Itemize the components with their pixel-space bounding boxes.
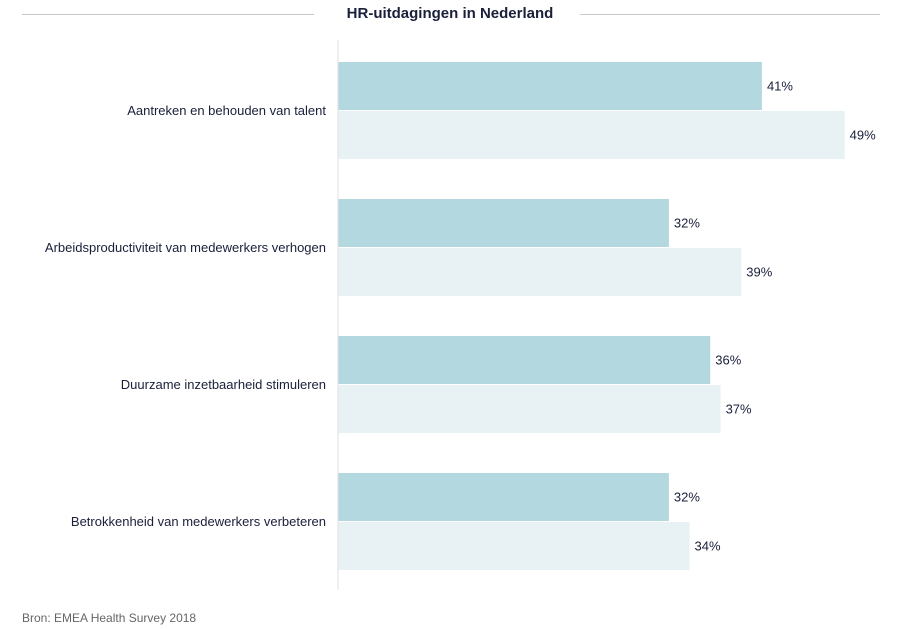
bar <box>338 62 762 110</box>
category-label: Duurzame inzetbaarheid stimuleren <box>121 377 326 392</box>
source-note: Bron: EMEA Health Survey 2018 <box>22 611 197 625</box>
category-label: Arbeidsproductiviteit van medewerkers ve… <box>45 240 326 255</box>
data-label: 37% <box>726 402 752 417</box>
data-label: 49% <box>850 128 876 143</box>
title-rule-left <box>22 14 314 15</box>
title-rule-right <box>580 14 880 15</box>
bar <box>338 473 669 521</box>
bar <box>338 111 845 159</box>
bar <box>338 199 669 247</box>
data-label: 32% <box>674 490 700 505</box>
category-label: Aantreken en behouden van talent <box>127 103 326 118</box>
bar <box>338 248 742 296</box>
data-label: 41% <box>767 79 793 94</box>
data-label: 36% <box>715 353 741 368</box>
data-label: 34% <box>695 539 721 554</box>
bar <box>338 522 690 570</box>
chart-title: HR-uitdagingen in Nederland <box>346 5 554 22</box>
bar <box>338 385 721 433</box>
bar <box>338 336 711 384</box>
data-label: 32% <box>674 216 700 231</box>
category-label: Betrokkenheid van medewerkers verbeteren <box>71 514 326 529</box>
data-label: 39% <box>746 265 772 280</box>
